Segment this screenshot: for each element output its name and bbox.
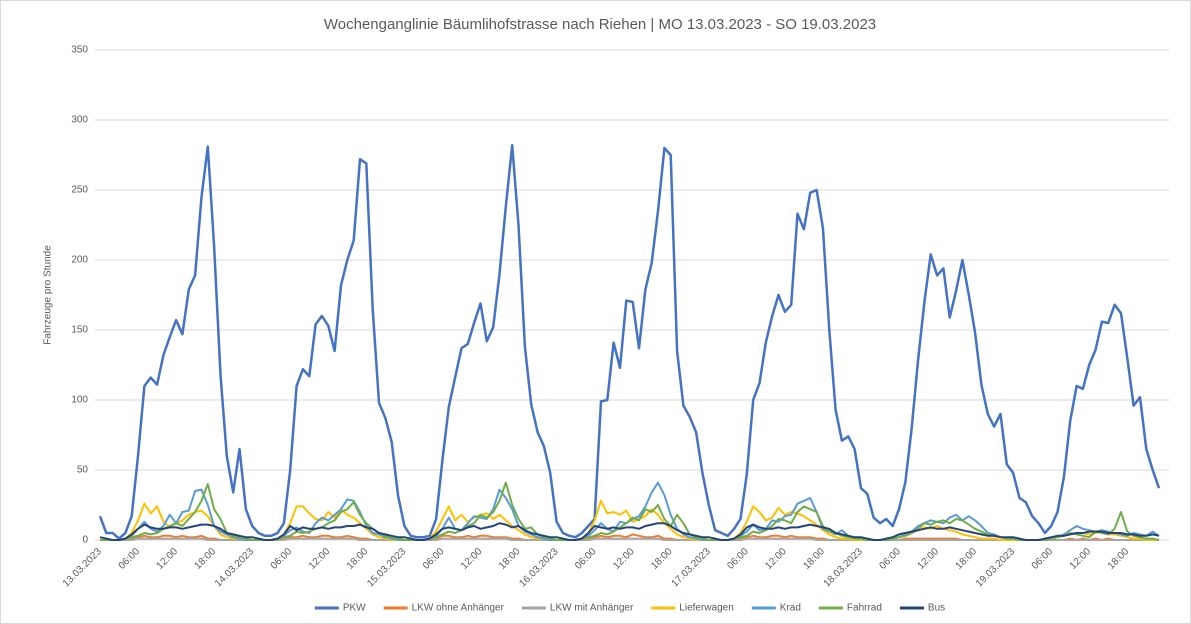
y-tick-label: 50 [77, 465, 89, 476]
y-tick-label: 0 [82, 535, 88, 546]
y-tick-label: 100 [71, 395, 88, 406]
y-tick-label: 250 [71, 185, 88, 196]
y-axis-label: Fahrzeuge pro Stunde [43, 245, 54, 345]
legend-label: LKW ohne Anhänger [412, 603, 505, 614]
legend-label: Bus [928, 603, 945, 614]
y-tick-label: 150 [71, 325, 88, 336]
y-tick-label: 350 [71, 45, 88, 56]
series-line [100, 537, 1159, 541]
legend-label: Krad [780, 603, 801, 614]
y-tick-label: 300 [71, 115, 88, 126]
y-tick-label: 200 [71, 255, 88, 266]
legend-label: LKW mit Anhänger [550, 603, 634, 614]
series-line [98, 143, 1161, 540]
legend-label: Fahrrad [847, 603, 882, 614]
chart-title: Wochenganglinie Bäumlihofstrasse nach Ri… [324, 16, 876, 33]
series-line [99, 522, 1160, 541]
legend-label: PKW [343, 603, 366, 614]
legend-label: Lieferwagen [679, 603, 733, 614]
